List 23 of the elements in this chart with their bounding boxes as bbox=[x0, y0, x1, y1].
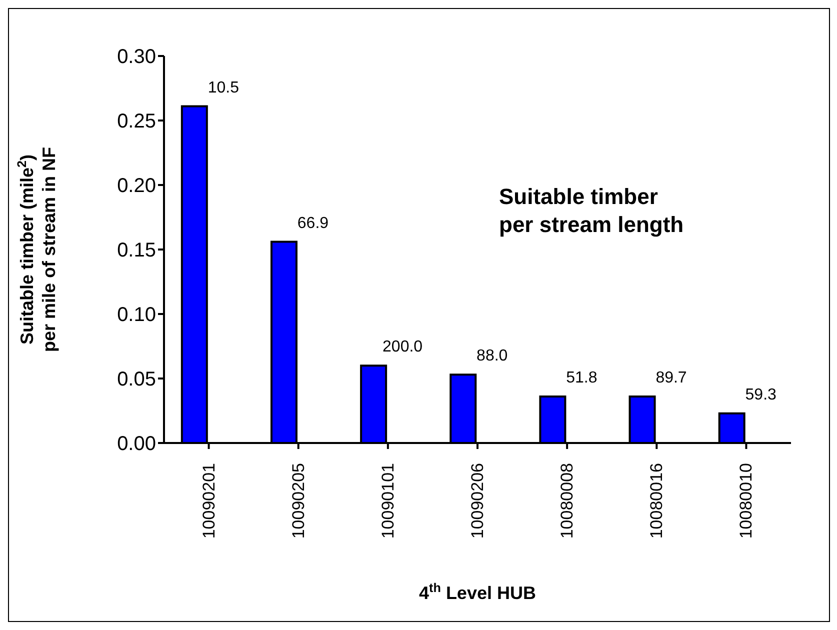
y-tick-label: 0.10 bbox=[117, 304, 156, 326]
annotation: 51.8 bbox=[566, 370, 598, 387]
annotation: 88.0 bbox=[476, 348, 508, 365]
annotation: Suitable timber per stream length bbox=[499, 184, 684, 237]
annotation: 89.7 bbox=[656, 370, 687, 387]
annotation: 200.0 bbox=[382, 338, 423, 356]
x-tick-label: 10090101 bbox=[378, 463, 398, 539]
y-tick-label: 0.30 bbox=[117, 46, 156, 68]
y-tick-label: 0.25 bbox=[117, 110, 156, 133]
x-tick-label: 10080016 bbox=[647, 463, 666, 539]
annotation: 59.3 bbox=[745, 386, 777, 404]
x-tick-label: 10090205 bbox=[288, 463, 308, 539]
annotation: 66.9 bbox=[297, 214, 329, 232]
x-tick-label: 10090206 bbox=[468, 463, 487, 539]
x-tick-label: 10080010 bbox=[736, 463, 756, 539]
y-tick-label: 0.15 bbox=[117, 240, 156, 262]
y-tick-label: 0.05 bbox=[117, 368, 156, 391]
annotation: 10.5 bbox=[208, 79, 240, 96]
x-axis-title: 4$^{th}$ Level HUB bbox=[419, 581, 536, 603]
y-tick-label: 0.00 bbox=[117, 433, 156, 456]
x-tick-label: 10090201 bbox=[199, 463, 218, 539]
y-tick-label: 0.20 bbox=[117, 175, 156, 198]
x-tick-label: 10080008 bbox=[558, 463, 577, 539]
